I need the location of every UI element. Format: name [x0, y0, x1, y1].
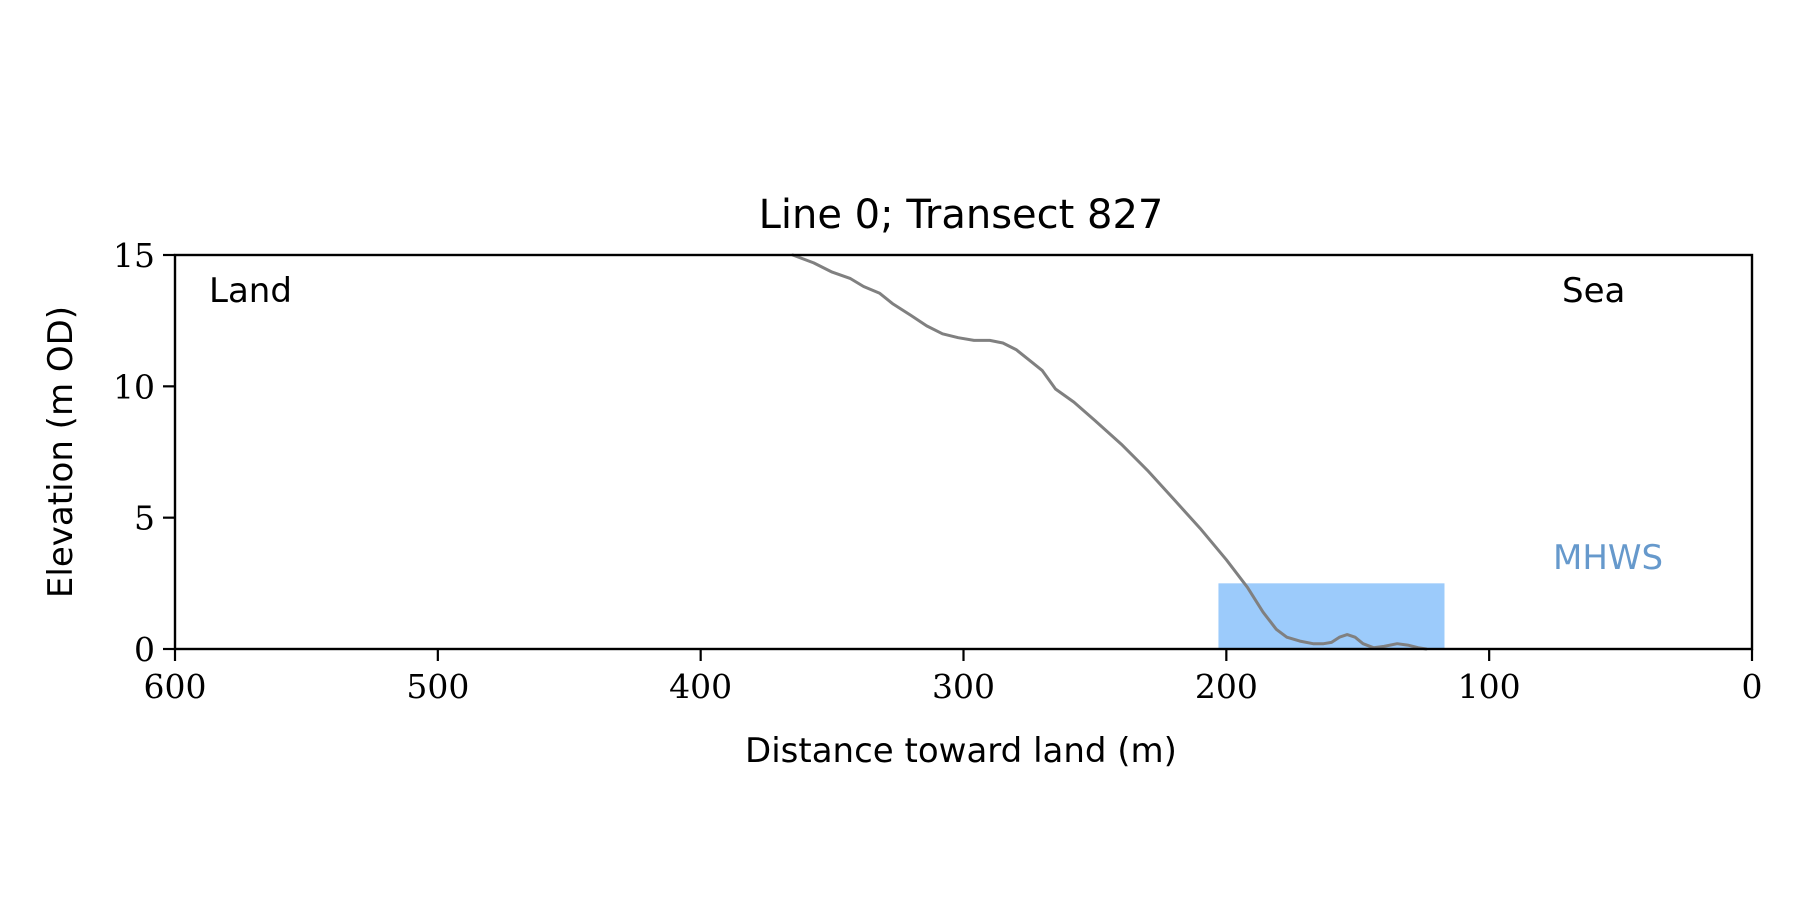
mhws-water-region — [1218, 583, 1445, 649]
x-tick-label: 200 — [1195, 667, 1258, 706]
y-tick-label: 5 — [134, 499, 155, 538]
x-tick-label: 400 — [669, 667, 732, 706]
y-tick-label: 0 — [134, 630, 155, 669]
y-tick-label: 10 — [113, 367, 155, 406]
y-tick-label: 15 — [113, 236, 155, 275]
x-tick-label: 100 — [1458, 667, 1521, 706]
mhws-label: MHWS — [1553, 538, 1663, 578]
plot-frame — [173, 253, 1754, 651]
x-tick-label: 600 — [144, 667, 207, 706]
x-tick-label: 300 — [932, 667, 995, 706]
chart-title: Line 0; Transect 827 — [759, 192, 1164, 238]
land-label: Land — [209, 271, 292, 311]
y-axis-label: Elevation (m OD) — [41, 306, 81, 598]
x-tick-label: 0 — [1742, 667, 1763, 706]
sea-label: Sea — [1562, 271, 1625, 311]
x-axis-label: Distance toward land (m) — [745, 731, 1177, 771]
x-tick-label: 500 — [406, 667, 469, 706]
elevation-profile-line — [791, 253, 1428, 651]
